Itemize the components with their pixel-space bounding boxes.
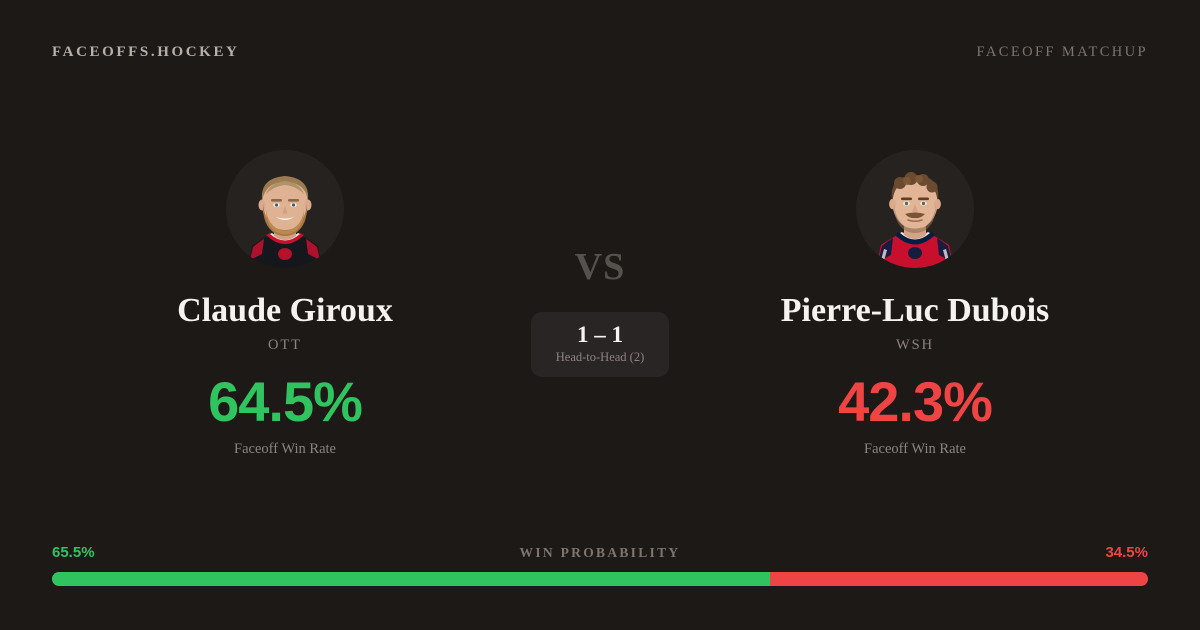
win-probability-bar-fill-left [52,572,770,586]
player-name-left: Claude Giroux [177,292,393,329]
player-faceoff-rate-label-right: Faceoff Win Rate [864,441,966,458]
versus-column: VS 1 – 1 Head-to-Head (2) [500,150,700,378]
site-brand-logo[interactable]: FACEOFFS.HOCKEY [52,43,240,60]
player-headshot-giroux [226,150,344,268]
player-faceoff-rate-right: 42.3% [838,370,993,434]
matchup-section: Claude Giroux OTT 64.5% Faceoff Win Rate… [0,150,1200,470]
versus-label: VS [574,246,626,288]
win-probability-left-value: 65.5% [52,544,95,561]
win-probability-labels: 65.5% WIN PROBABILITY 34.5% [52,544,1148,561]
player-faceoff-rate-label-left: Faceoff Win Rate [234,441,336,458]
player-card-right[interactable]: Pierre-Luc Dubois WSH 42.3% Faceoff Win … [700,150,1130,458]
win-probability-section: 65.5% WIN PROBABILITY 34.5% [52,544,1148,586]
header-page-tag: FACEOFF MATCHUP [976,43,1148,60]
player-headshot-dubois [856,150,974,268]
player-faceoff-rate-left: 64.5% [208,370,363,434]
win-probability-right-value: 34.5% [1105,544,1148,561]
head-to-head-label: Head-to-Head (2) [555,350,645,365]
head-to-head-badge[interactable]: 1 – 1 Head-to-Head (2) [531,312,669,378]
page-header: FACEOFFS.HOCKEY FACEOFF MATCHUP [0,0,1200,104]
head-to-head-score: 1 – 1 [577,322,623,347]
player-team-left: OTT [268,337,302,354]
player-name-right: Pierre-Luc Dubois [780,292,1050,329]
player-card-left[interactable]: Claude Giroux OTT 64.5% Faceoff Win Rate [70,150,500,458]
win-probability-bar [52,572,1148,586]
win-probability-title: WIN PROBABILITY [519,545,681,560]
player-team-right: WSH [896,337,934,354]
